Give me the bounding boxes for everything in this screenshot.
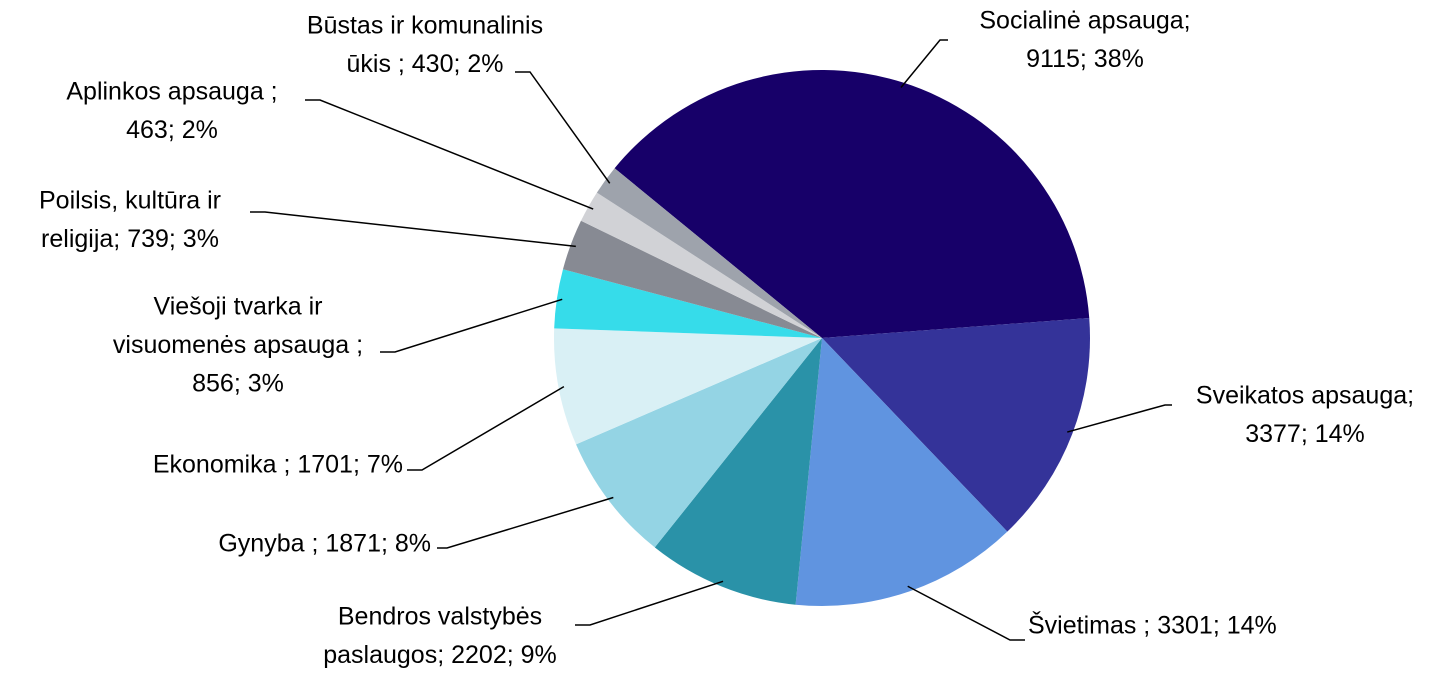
- data-label: 463; 2%: [126, 116, 218, 144]
- data-label: ūkis ; 430; 2%: [346, 50, 503, 78]
- pie-slice: [654, 338, 822, 605]
- data-label: Švietimas ; 3301; 14%: [1028, 611, 1277, 640]
- pie-slice: [822, 317, 1090, 532]
- data-label: religija; 739; 3%: [41, 225, 219, 253]
- pie-slice: [596, 168, 822, 338]
- leader-line: [437, 496, 614, 549]
- data-label: Viešoji tvarka ir: [153, 293, 322, 321]
- leader-line: [907, 585, 1025, 641]
- data-label: 3377; 14%: [1245, 420, 1365, 448]
- pie-slice: [562, 220, 822, 338]
- leader-line: [250, 211, 576, 248]
- pie-slice: [554, 269, 822, 338]
- data-label: Aplinkos apsauga ;: [66, 78, 277, 106]
- pie-slice: [580, 192, 822, 338]
- leader-line: [1067, 404, 1172, 433]
- data-label: 9115; 38%: [1026, 45, 1144, 73]
- data-label: paslaugos; 2202; 9%: [323, 641, 557, 669]
- data-label: Ekonomika ; 1701; 7%: [153, 451, 403, 479]
- data-label: Socialinė apsauga;: [979, 7, 1190, 35]
- data-label: Sveikatos apsauga;: [1196, 382, 1414, 410]
- pie-slice: [576, 338, 822, 548]
- leader-line: [515, 71, 611, 184]
- data-label: Poilsis, kultūra ir: [39, 187, 221, 215]
- pie-slice: [795, 338, 1008, 607]
- data-label: 856; 3%: [192, 370, 284, 398]
- leader-line: [900, 39, 948, 89]
- pie-slice: [614, 70, 1090, 338]
- data-label: Būstas ir komunalinis: [307, 12, 543, 40]
- leader-line: [575, 580, 724, 626]
- leader-line: [380, 298, 563, 353]
- pie-slice: [553, 328, 822, 445]
- data-label: Bendros valstybės: [338, 603, 542, 631]
- data-label: Gynyba ; 1871; 8%: [218, 530, 431, 558]
- leader-line: [407, 385, 565, 471]
- leader-line: [305, 99, 594, 210]
- data-label: visuomenės apsauga ;: [113, 331, 363, 359]
